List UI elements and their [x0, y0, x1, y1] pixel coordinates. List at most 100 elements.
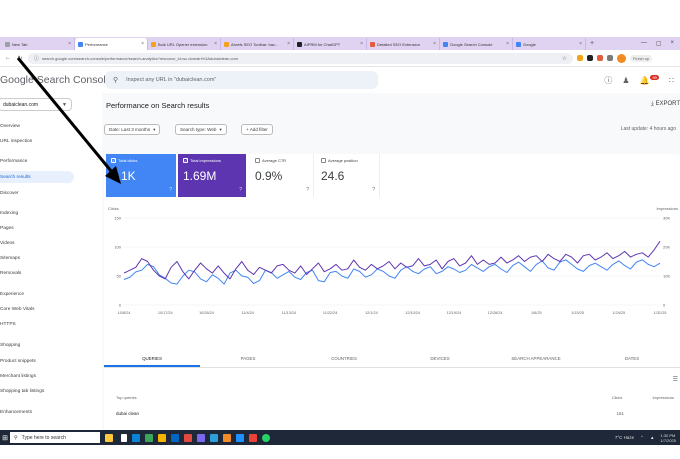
search-type-chip[interactable]: Search type: Web ▾: [175, 124, 227, 135]
checkbox-icon: [321, 158, 326, 163]
report-tab-pages[interactable]: PAGES: [240, 356, 256, 361]
x-tick-label: 10/17/24: [158, 311, 173, 315]
close-tab-icon[interactable]: ×: [579, 41, 582, 47]
app-icon[interactable]: [236, 433, 244, 442]
app-icon[interactable]: [184, 433, 192, 442]
export-button[interactable]: ⤓ EXPORT: [651, 101, 680, 108]
add-filter-button[interactable]: + Add filter: [241, 124, 273, 135]
bookmark-star-icon[interactable]: ☆: [561, 55, 567, 62]
browser-tab[interactable]: Ahrefs SEO Toolbar: bac... ×: [221, 38, 294, 50]
network-icon[interactable]: ▲: [649, 435, 655, 440]
left-axis-title: Clicks: [108, 206, 119, 211]
close-tab-icon[interactable]: ×: [141, 41, 144, 47]
help-icon[interactable]: ?: [306, 187, 309, 193]
browser-tab[interactable]: Google ×: [513, 38, 586, 50]
sidebar-item-https[interactable]: HTTPS: [0, 322, 16, 327]
minimize-icon[interactable]: —: [640, 40, 647, 46]
search-placeholder: Inspect any URL in "dubaiclean.com": [126, 77, 217, 83]
top-margin: [0, 0, 680, 37]
help-icon[interactable]: ?: [372, 187, 375, 193]
metric-card-total-impressions[interactable]: ✓ Total impressions 1.69M?: [178, 154, 246, 197]
app-icon[interactable]: [210, 433, 218, 442]
sidebar-item-merchant-listings[interactable]: Merchant listings: [0, 374, 36, 379]
table-row-query[interactable]: dubai clean: [116, 411, 140, 416]
clicks-col-header[interactable]: Clicks: [611, 395, 623, 400]
browser-tab[interactable]: AIPRM for ChatGPT ×: [294, 38, 367, 50]
sidebar-item-removals[interactable]: Removals: [0, 271, 22, 276]
property-selector[interactable]: dubaiclean.com ▼: [0, 98, 72, 111]
browser-tab[interactable]: Detailed SEO Extension ×: [367, 38, 440, 50]
store-icon[interactable]: [171, 433, 179, 442]
export-label: EXPORT: [655, 101, 680, 107]
site-info-icon[interactable]: ⓘ: [34, 55, 40, 62]
whatsapp-icon[interactable]: [262, 433, 270, 442]
windows-taskbar: ⊞ ⚲ Type here to search 7°C Haze ⌃ ▲ 1:3…: [0, 430, 680, 445]
edge-icon[interactable]: [132, 433, 140, 442]
date-filter-chip[interactable]: Date: Last 3 months ▾: [104, 124, 161, 135]
help-icon[interactable]: ?: [169, 187, 172, 193]
help-icon[interactable]: ?: [239, 187, 242, 193]
help-icon[interactable]: ⓘ: [604, 75, 613, 85]
task-view-icon[interactable]: [121, 433, 127, 442]
x-tick-label: 10/26/24: [199, 311, 214, 315]
search-console-logo[interactable]: Google Search Console: [0, 74, 112, 86]
sidebar-item-search-results[interactable]: Search results: [0, 171, 74, 183]
clock[interactable]: 1:30 PM 1/7/2025: [660, 433, 676, 443]
sidebar-item-url-inspection[interactable]: URL inspection: [0, 139, 33, 144]
browser-tab[interactable]: Google Search Console ×: [440, 38, 513, 50]
report-tab-devices[interactable]: DEVICES: [430, 356, 450, 361]
sidebar-item-shopping-tab-listings[interactable]: Shopping tab listings: [0, 389, 45, 394]
finish-update-button[interactable]: Finish up: [630, 54, 653, 62]
url-inspection-search[interactable]: ⚲ Inspect any URL in "dubaiclean.com": [105, 71, 378, 89]
sidebar-item-discover[interactable]: Discover: [0, 191, 19, 196]
profile-avatar[interactable]: [617, 53, 626, 63]
extension-icon[interactable]: [577, 55, 583, 61]
tab-favicon-icon: [370, 41, 375, 47]
url-field[interactable]: ⓘ search.google.com/search-console/perfo…: [28, 52, 573, 64]
close-tab-icon[interactable]: ×: [433, 41, 436, 47]
close-tab-icon[interactable]: ×: [287, 41, 290, 47]
sidebar-item-overview[interactable]: Overview: [0, 124, 20, 129]
taskbar-search[interactable]: ⚲ Type here to search: [10, 432, 100, 443]
left-tick-label: 50: [117, 274, 122, 279]
extension-icon[interactable]: [587, 55, 593, 61]
sidebar-item-product-snippets[interactable]: Product snippets: [0, 359, 36, 364]
close-window-icon[interactable]: ×: [670, 40, 674, 46]
back-icon[interactable]: ←: [5, 55, 11, 61]
browser-tab[interactable]: Performance ×: [75, 38, 148, 50]
apps-grid-icon[interactable]: ∷: [668, 75, 674, 85]
report-tab-queries[interactable]: QUERIES: [104, 352, 200, 367]
browser-tab[interactable]: Bulk URL Opener extension ×: [148, 38, 221, 50]
report-tab-search-appearance[interactable]: SEARCH APPEARANCE: [511, 356, 561, 361]
sidebar-item-pages[interactable]: Pages: [0, 226, 14, 231]
impressions-col-header[interactable]: Impressions: [652, 395, 674, 400]
chrome-icon[interactable]: [145, 433, 153, 442]
metric-card-average-position[interactable]: Average position 24.6?: [316, 154, 380, 197]
close-tab-icon[interactable]: ×: [214, 41, 217, 47]
people-icon[interactable]: ♟: [622, 75, 630, 85]
close-tab-icon[interactable]: ×: [360, 41, 363, 47]
extensions-puzzle-icon[interactable]: [607, 55, 613, 61]
weather-text[interactable]: 7°C Haze: [614, 435, 635, 440]
app-icon[interactable]: [197, 433, 205, 442]
sidebar-item-videos[interactable]: Videos: [0, 241, 15, 246]
windows-start-icon[interactable]: ⊞: [2, 434, 8, 442]
browser-tab[interactable]: New Tab ×: [2, 38, 75, 50]
sidebar-item-core-web-vitals[interactable]: Core Web Vitals: [0, 307, 35, 312]
close-tab-icon[interactable]: ×: [506, 41, 509, 47]
notifications-icon[interactable]: 🔔: [639, 75, 650, 85]
extension-icon[interactable]: [597, 55, 603, 61]
metric-card-average-ctr[interactable]: Average CTR 0.9%?: [250, 154, 314, 197]
tray-chevron-icon[interactable]: ⌃: [640, 434, 644, 440]
close-tab-icon[interactable]: ×: [68, 41, 71, 47]
sidebar-item-sitemaps[interactable]: Sitemaps: [0, 256, 20, 261]
file-explorer-icon[interactable]: [158, 433, 166, 442]
new-tab-button[interactable]: +: [590, 40, 595, 47]
app-icon[interactable]: [223, 433, 231, 442]
report-tab-countries[interactable]: COUNTRIES: [331, 356, 357, 361]
report-tab-dates[interactable]: DATES: [624, 356, 640, 361]
maximize-icon[interactable]: ▢: [655, 41, 662, 47]
filter-rows-icon[interactable]: ☰: [672, 377, 678, 383]
chrome-active-icon[interactable]: [249, 433, 257, 442]
